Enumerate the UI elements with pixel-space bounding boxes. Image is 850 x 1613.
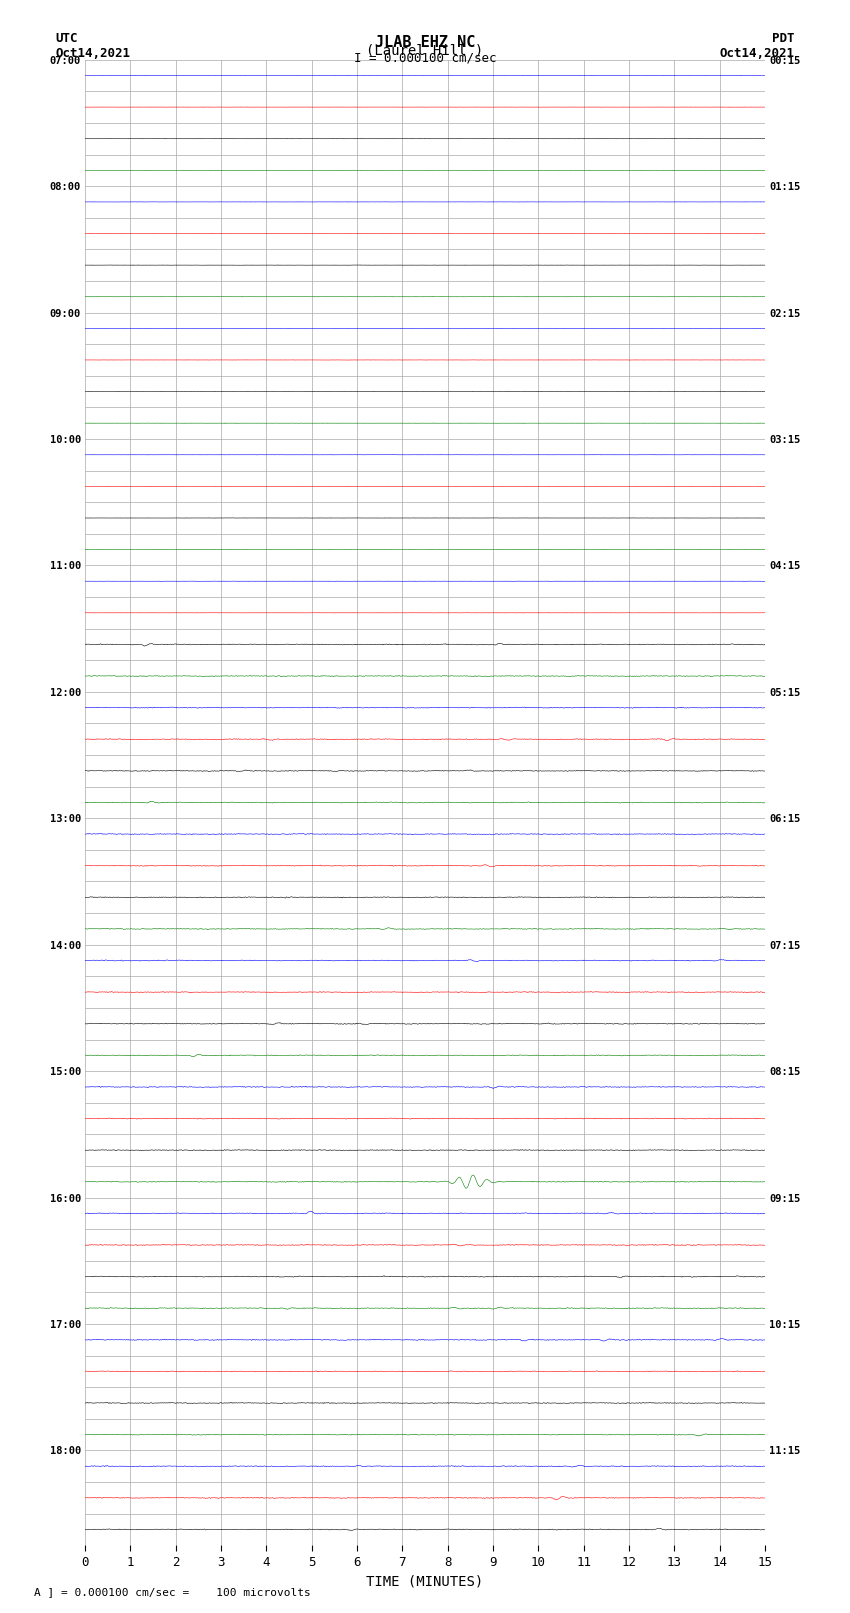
Text: JLAB EHZ NC: JLAB EHZ NC	[375, 35, 475, 50]
Text: UTC
Oct14,2021: UTC Oct14,2021	[55, 32, 130, 60]
Text: (Laurel Hill ): (Laurel Hill )	[366, 44, 484, 58]
Text: PDT
Oct14,2021: PDT Oct14,2021	[720, 32, 795, 60]
X-axis label: TIME (MINUTES): TIME (MINUTES)	[366, 1574, 484, 1589]
Text: I = 0.000100 cm/sec: I = 0.000100 cm/sec	[354, 52, 496, 65]
Text: A ] = 0.000100 cm/sec =    100 microvolts: A ] = 0.000100 cm/sec = 100 microvolts	[34, 1587, 311, 1597]
